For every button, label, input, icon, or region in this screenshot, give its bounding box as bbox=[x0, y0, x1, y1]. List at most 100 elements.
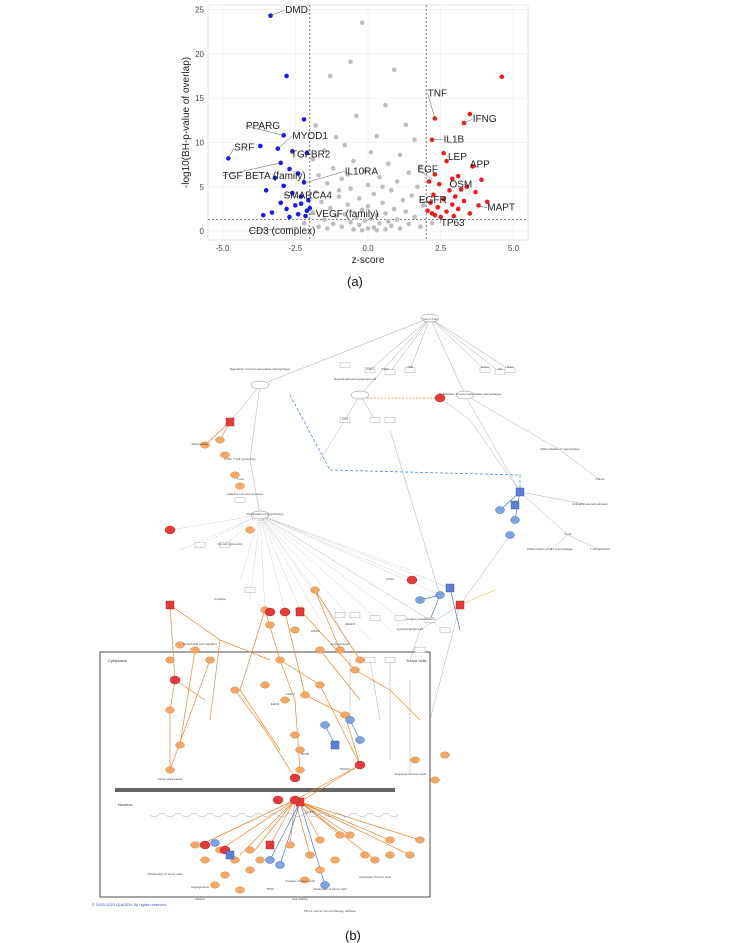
y-tick-label: 20 bbox=[195, 50, 204, 59]
activated-node bbox=[316, 647, 325, 653]
activated-point bbox=[473, 190, 478, 195]
node-label: Myeloid-derived suppressor cell bbox=[334, 377, 377, 381]
neutral-point bbox=[398, 153, 403, 158]
node-label: CSF2 bbox=[381, 367, 389, 371]
neutral-point bbox=[342, 143, 347, 148]
activated-point bbox=[468, 211, 473, 216]
gene-label: MYOD1 bbox=[292, 131, 328, 142]
gene-label: EGF bbox=[417, 165, 438, 176]
neutral-point bbox=[302, 221, 307, 226]
node-label: T cell bbox=[236, 477, 243, 481]
activated-point bbox=[450, 202, 455, 207]
activated-node bbox=[306, 852, 315, 858]
activated-node bbox=[386, 852, 395, 858]
upregulated-node bbox=[273, 796, 283, 804]
activation-edge bbox=[300, 802, 420, 840]
gene-label: LEP bbox=[448, 152, 467, 163]
activated-node bbox=[441, 752, 450, 758]
y-tick-label: 15 bbox=[195, 94, 204, 103]
y-axis-label: -log10(BH-p-value of overlap) bbox=[181, 57, 192, 188]
network-edge bbox=[260, 515, 430, 620]
inhibited-node bbox=[226, 851, 234, 859]
upregulated-node bbox=[456, 601, 464, 609]
inhibited-point bbox=[278, 200, 283, 205]
activated-node bbox=[256, 857, 265, 863]
activated-node bbox=[276, 657, 285, 663]
neutral-point bbox=[409, 193, 414, 198]
neutral-point bbox=[313, 123, 318, 128]
inhibited-node bbox=[511, 501, 519, 509]
gene-label: EGFR bbox=[419, 195, 447, 206]
upregulated-node bbox=[166, 601, 174, 609]
activated-point bbox=[468, 112, 473, 117]
gene-label: CD3 (complex) bbox=[249, 226, 316, 237]
neutral-point bbox=[366, 226, 371, 231]
node-label: Macrophage bbox=[192, 442, 209, 446]
activated-node bbox=[301, 692, 310, 698]
node-label: CD8+ T cell cytotoxicity bbox=[224, 457, 256, 461]
activation-edge bbox=[240, 690, 280, 750]
activation-edge bbox=[320, 650, 360, 700]
node-label: CTLA4 bbox=[595, 477, 605, 481]
node-label: CD4 bbox=[342, 417, 348, 421]
neutral-point bbox=[348, 186, 353, 191]
activated-node bbox=[361, 852, 370, 858]
gene-label: APP bbox=[470, 159, 490, 170]
activated-point bbox=[425, 208, 430, 213]
neutral-point bbox=[404, 122, 409, 127]
inhibited-node bbox=[346, 717, 355, 724]
upregulated-node bbox=[165, 526, 175, 534]
activated-node bbox=[286, 842, 295, 848]
network-edge bbox=[260, 515, 450, 588]
neutral-point bbox=[395, 217, 400, 222]
upregulated-node bbox=[170, 676, 180, 684]
activated-node bbox=[236, 483, 245, 489]
activation-edge bbox=[315, 590, 340, 650]
network-edge bbox=[430, 318, 485, 370]
node-label: IL6 bbox=[498, 367, 503, 371]
activation-edge bbox=[265, 610, 280, 660]
x-tick-label: -2.5 bbox=[288, 244, 302, 253]
gene-label: VEGF (family) bbox=[316, 209, 379, 220]
inhibition-edge bbox=[280, 802, 300, 865]
inhibited-node bbox=[511, 517, 520, 524]
molecule-node bbox=[440, 628, 450, 633]
node-label: Angiogenesis bbox=[331, 642, 350, 646]
neutral-point bbox=[337, 194, 342, 199]
molecule-node bbox=[235, 498, 245, 503]
neutral-point bbox=[316, 224, 321, 229]
neutral-point bbox=[398, 226, 403, 231]
upregulated-node bbox=[266, 841, 274, 849]
activated-node bbox=[291, 732, 300, 738]
upregulated-node bbox=[290, 774, 300, 782]
activated-node bbox=[166, 657, 175, 663]
copyright-link[interactable]: © 2000-2021 QIAGEN. All rights reserved. bbox=[92, 902, 167, 907]
gene-label: SRF bbox=[234, 142, 254, 153]
neutral-point bbox=[369, 150, 374, 155]
y-tick-label: 10 bbox=[195, 138, 204, 147]
molecule-node bbox=[415, 648, 425, 653]
network-edges bbox=[150, 318, 600, 885]
nucleus-label: Nucleus bbox=[118, 802, 132, 807]
inhibited-point bbox=[293, 203, 298, 208]
activated-point bbox=[500, 75, 505, 80]
neutral-point bbox=[360, 20, 365, 25]
activation-edge bbox=[170, 605, 220, 640]
upregulated-node bbox=[226, 418, 234, 426]
node-label: Tumor cells bbox=[422, 317, 438, 321]
neutral-point bbox=[412, 137, 417, 142]
neutral-point bbox=[325, 181, 330, 186]
activated-node bbox=[316, 837, 325, 843]
neutral-point bbox=[348, 59, 353, 64]
neutral-point bbox=[401, 198, 406, 203]
inhibited-node bbox=[496, 507, 505, 514]
inhibited-node bbox=[331, 741, 339, 749]
node-label: CCL2 bbox=[481, 365, 489, 369]
activation-edge bbox=[265, 730, 295, 778]
activated-point bbox=[456, 207, 461, 212]
upregulated-node bbox=[265, 608, 275, 616]
network-edge bbox=[260, 515, 415, 580]
neutral-point bbox=[316, 173, 321, 178]
activated-node bbox=[216, 437, 225, 443]
